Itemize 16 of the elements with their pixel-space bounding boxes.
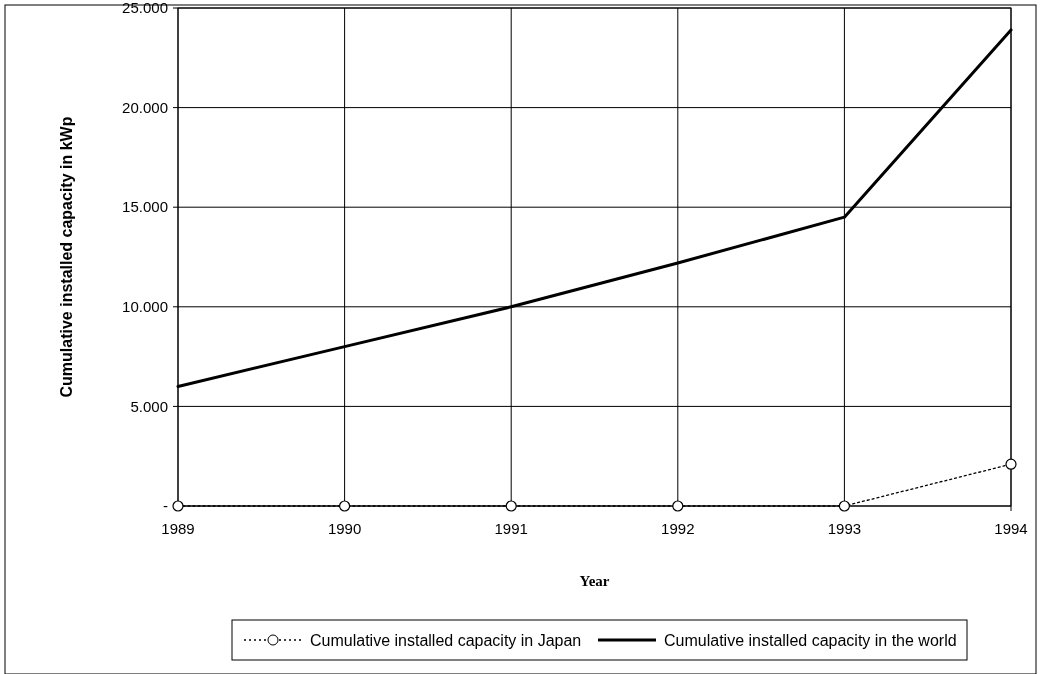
y-tick-label: 25.000: [122, 0, 168, 17]
legend-label: Cumulative installed capacity in the world: [664, 631, 957, 649]
x-tick-label: 1992: [661, 520, 695, 537]
x-tick-label: 1989: [161, 520, 195, 537]
x-tick-label: 1993: [827, 520, 862, 537]
y-tick-label: 15.000: [122, 198, 168, 216]
x-tick-label: 1991: [494, 520, 528, 537]
legend-label: Cumulative installed capacity in Japan: [310, 631, 582, 649]
y-tick-label: 20.000: [122, 98, 168, 116]
y-axis-title: Cumulative installed capacity in kWp: [58, 116, 75, 398]
x-axis-title: Year: [579, 573, 610, 589]
y-tick-label: 10.000: [122, 298, 168, 316]
x-tick-label: 1994: [994, 520, 1028, 537]
y-tick-label: 5.000: [130, 397, 168, 415]
x-tick-label: 1990: [327, 520, 362, 537]
y-tick-label: -: [163, 497, 168, 515]
